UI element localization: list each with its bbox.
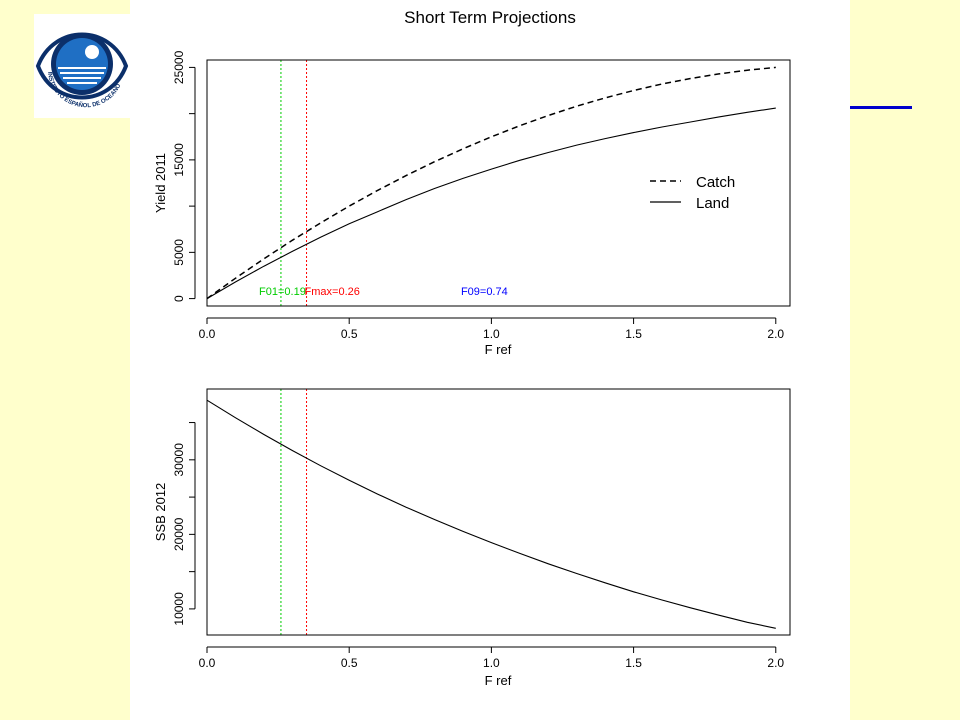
y-tick-label: 20000 (172, 517, 186, 551)
plot-ssb: 0.0 0.5 1.0 1.5 2.0 10000 20000 30000 F ref SS… (153, 388, 791, 688)
logo-emblem: INSTITUTO ESPAÑOL DE OCEANOGRAFÍA (32, 8, 129, 109)
y-tick-label: 25000 (172, 50, 186, 84)
accent-line (850, 106, 912, 109)
x-tick-label: 0.5 (341, 656, 358, 670)
y-axis-label: Yield 2011 (153, 153, 168, 213)
series-line-catch (206, 66, 776, 300)
x-tick-label: 2.0 (767, 656, 784, 670)
x-tick-label: 1.0 (483, 656, 500, 670)
slide-panel (130, 0, 850, 720)
y-tick-label: 5000 (172, 239, 186, 266)
x-tick-label: 0.0 (199, 327, 216, 341)
logo-wave (67, 82, 97, 84)
logo: INSTITUTO ESPAÑOL DE OCEANOGRAFÍA (32, 8, 130, 118)
y-tick-label: 30000 (172, 443, 186, 477)
chart: Short Term Projections F01=0.19Fmax=0.26… (153, 8, 791, 688)
x-tick-label: 1.0 (483, 327, 500, 341)
chart-title: Short Term Projections (404, 8, 576, 27)
x-tick-label: 0.0 (199, 656, 216, 670)
plot-frame (206, 59, 791, 307)
logo-wave (60, 72, 104, 74)
reference-label: Fmax=0.26 (305, 286, 360, 298)
x-axis-label: F ref (485, 673, 512, 688)
y-tick-label: 15000 (172, 143, 186, 177)
x-axis-label: F ref (485, 342, 512, 357)
plot-frame (206, 388, 791, 636)
logo-sun (85, 45, 99, 59)
y-tick-label: 0 (172, 295, 186, 302)
legend-label-land: Land (696, 195, 729, 212)
x-tick-label: 1.5 (625, 327, 642, 341)
y-axis-label: SSB 2012 (153, 483, 168, 542)
series-line-land (206, 107, 776, 300)
logo-wave (63, 77, 101, 79)
logo-wave (58, 67, 106, 69)
legend-label-catch: Catch (696, 174, 735, 191)
series-line-series-0 (206, 399, 776, 629)
legend: Catch Land (650, 174, 735, 212)
x-tick-label: 2.0 (767, 327, 784, 341)
y-tick-label: 10000 (172, 592, 186, 626)
reference-label: F01=0.19 (259, 286, 306, 298)
reference-label: F09=0.74 (461, 286, 508, 298)
x-tick-label: 1.5 (625, 656, 642, 670)
x-tick-label: 0.5 (341, 327, 358, 341)
